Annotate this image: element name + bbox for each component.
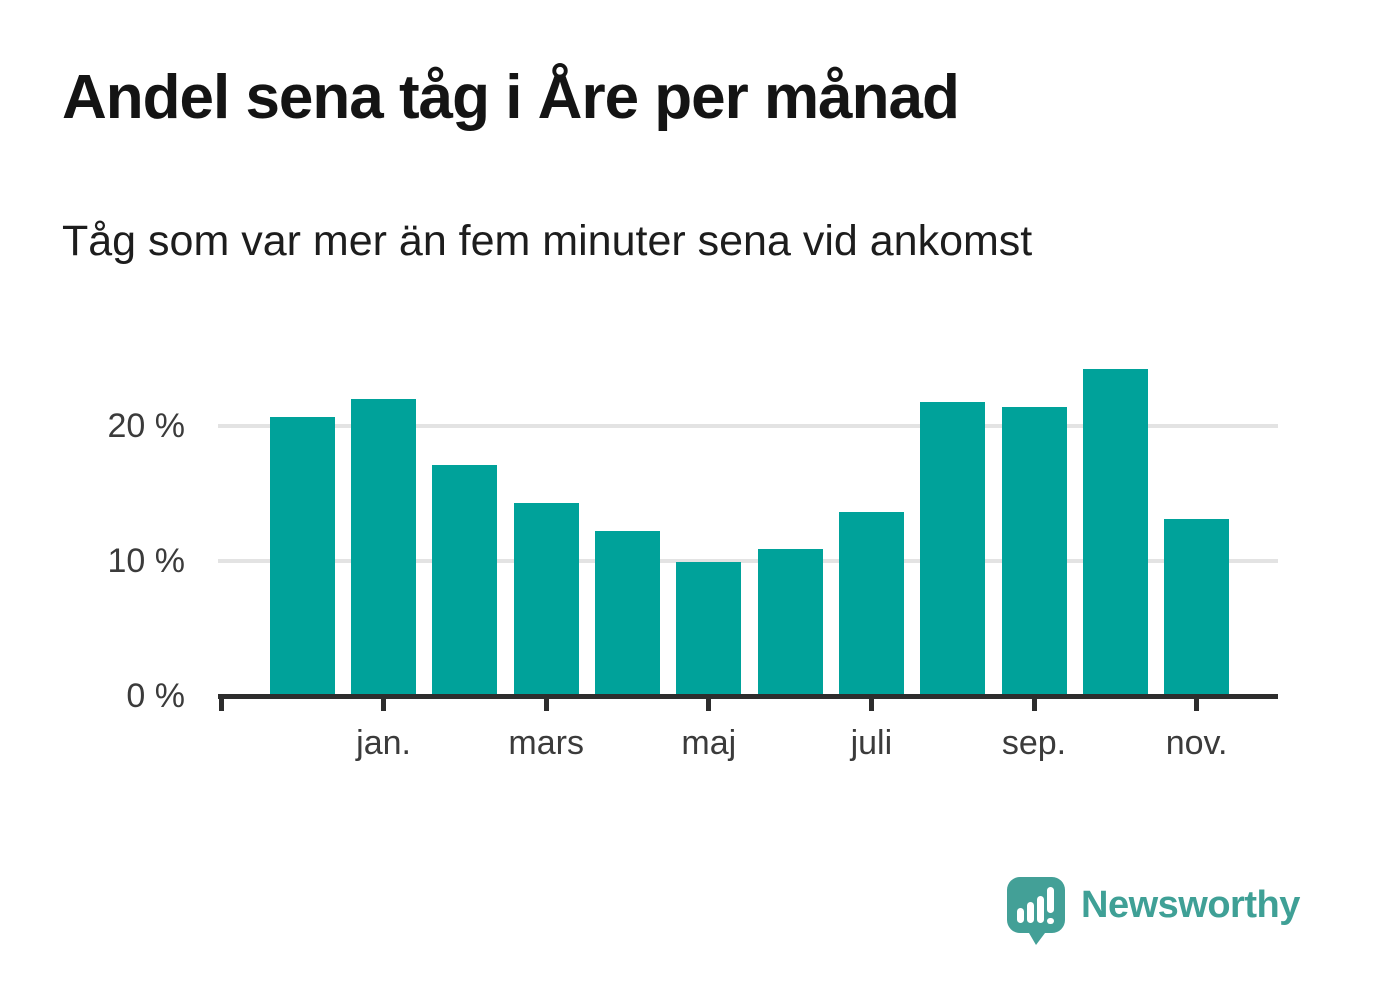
- x-axis-label-nov.: nov.: [1165, 724, 1228, 762]
- chart-subtitle: Tåg som var mer än fem minuter sena vid …: [62, 217, 1033, 265]
- x-axis-line: [218, 694, 1278, 699]
- gridline-20-percent: [218, 424, 1278, 428]
- x-axis-start-tick: [218, 698, 224, 711]
- gridline-10-percent: [218, 559, 1278, 563]
- bar-juli: [838, 512, 904, 696]
- bar-dec.: [269, 417, 335, 696]
- bar-jan.: [351, 399, 417, 696]
- bar-nov.: [1164, 519, 1230, 696]
- x-tick: [381, 698, 387, 711]
- x-tick: [543, 698, 549, 711]
- y-axis-label: 20 %: [107, 407, 186, 445]
- x-tick: [1031, 698, 1037, 711]
- bar-mars: [513, 503, 579, 696]
- page-title: Andel sena tåg i Åre per månad: [62, 63, 960, 132]
- x-tick: [706, 698, 712, 711]
- y-axis-label: 0 %: [126, 677, 185, 715]
- x-axis-label-sep.: sep.: [1001, 724, 1067, 762]
- bar-apr.: [595, 531, 660, 696]
- x-tick: [1194, 698, 1200, 711]
- bar-aug.: [920, 402, 986, 696]
- newsworthy-logo: Newsworthy: [1007, 877, 1337, 947]
- x-axis-label-jan.: jan.: [356, 724, 411, 762]
- bar-feb.: [432, 465, 498, 696]
- x-tick: [868, 698, 874, 711]
- bar-juni: [757, 549, 823, 696]
- newsworthy-speech-bubble-chart-icon: [1007, 877, 1065, 945]
- x-axis-label-mars: mars: [508, 724, 584, 762]
- y-axis-label: 10 %: [107, 542, 186, 580]
- bar-maj: [676, 562, 742, 696]
- x-axis-label-maj: maj: [681, 724, 737, 762]
- bar-sep.: [1001, 407, 1067, 696]
- x-axis-label-juli: juli: [850, 724, 893, 762]
- bar-okt.: [1082, 369, 1148, 696]
- newsworthy-wordmark: Newsworthy: [1081, 884, 1300, 926]
